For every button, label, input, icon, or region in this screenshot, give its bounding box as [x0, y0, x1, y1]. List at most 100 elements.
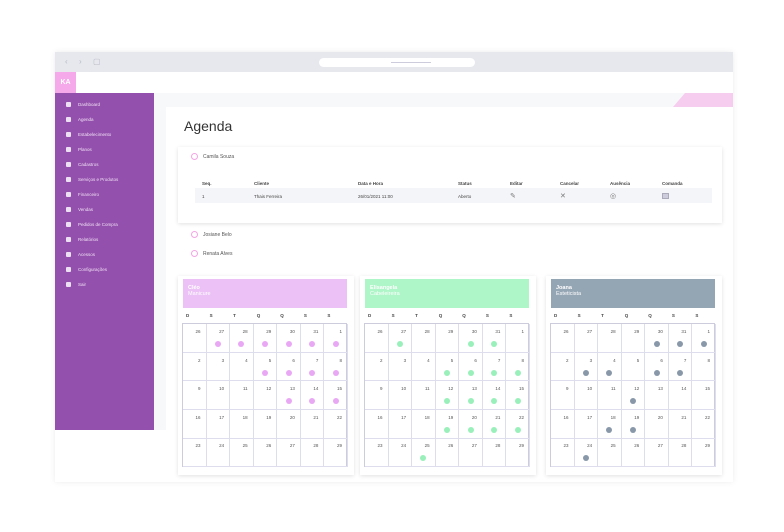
- calendar-day[interactable]: 1: [692, 324, 716, 353]
- calendar-day[interactable]: 5: [253, 352, 278, 382]
- calendar-day[interactable]: 9: [551, 381, 575, 410]
- calendar-day[interactable]: 3: [574, 352, 599, 382]
- calendar-day[interactable]: 12: [253, 381, 278, 410]
- calendar-day[interactable]: 22: [692, 409, 716, 439]
- calendar-day[interactable]: 13: [277, 381, 301, 410]
- calendar-day[interactable]: 4: [412, 352, 436, 382]
- calendar-day[interactable]: 26: [365, 324, 389, 353]
- calendar-day[interactable]: 24: [206, 438, 231, 468]
- eye-icon[interactable]: ◎: [610, 193, 617, 200]
- calendar-day[interactable]: 25: [412, 438, 436, 468]
- calendar-day[interactable]: 21: [300, 409, 325, 439]
- calendar-day[interactable]: 14: [482, 381, 507, 410]
- calendar-day[interactable]: 29: [324, 438, 348, 468]
- sidebar-item-planos[interactable]: Planos: [66, 144, 92, 154]
- calendar-day[interactable]: 12: [621, 381, 646, 410]
- receipt-icon[interactable]: [662, 193, 669, 199]
- calendar-day[interactable]: 25: [598, 438, 622, 468]
- calendar-day[interactable]: 20: [459, 409, 483, 439]
- calendar-day[interactable]: 14: [300, 381, 325, 410]
- calendar-day[interactable]: 9: [365, 381, 389, 410]
- calendar-day[interactable]: 29: [435, 324, 460, 353]
- calendar-day[interactable]: 24: [388, 438, 413, 468]
- sidebar-item-agenda[interactable]: Agenda: [66, 114, 94, 124]
- calendar-day[interactable]: 29: [692, 438, 716, 468]
- calendar-day[interactable]: 16: [551, 409, 575, 439]
- calendar-day[interactable]: 24: [574, 438, 599, 468]
- calendar-day[interactable]: 8: [506, 352, 530, 382]
- calendar-day[interactable]: 7: [300, 352, 325, 382]
- calendar-day[interactable]: 16: [365, 409, 389, 439]
- calendar-day[interactable]: 26: [435, 438, 460, 468]
- calendar-day[interactable]: 29: [506, 438, 530, 468]
- professional-josiane[interactable]: Josiane Belo: [191, 231, 232, 238]
- calendar-day[interactable]: 26: [253, 438, 278, 468]
- sidebar-item-cadastros[interactable]: Cadastros: [66, 159, 99, 169]
- calendar-day[interactable]: 27: [388, 324, 413, 353]
- calendar-day[interactable]: 17: [388, 409, 413, 439]
- calendar-day[interactable]: 23: [365, 438, 389, 468]
- sidebar-item-acessos[interactable]: Acessos: [66, 249, 95, 259]
- calendar-day[interactable]: 7: [482, 352, 507, 382]
- calendar-day[interactable]: 3: [206, 352, 231, 382]
- calendar-day[interactable]: 18: [598, 409, 622, 439]
- calendar-day[interactable]: 18: [412, 409, 436, 439]
- calendar-day[interactable]: 28: [412, 324, 436, 353]
- calendar-day[interactable]: 17: [574, 409, 599, 439]
- back-icon[interactable]: ‹: [65, 57, 68, 66]
- calendar-day[interactable]: 27: [459, 438, 483, 468]
- calendar-day[interactable]: 4: [230, 352, 254, 382]
- sidebar-item-dashboard[interactable]: Dashboard: [66, 99, 100, 109]
- calendar-day[interactable]: 22: [324, 409, 348, 439]
- professional-renata[interactable]: Renata Alves: [191, 250, 232, 257]
- calendar-day[interactable]: 3: [388, 352, 413, 382]
- sidebar-item-sair[interactable]: Sair: [66, 279, 86, 289]
- calendar-day[interactable]: 19: [253, 409, 278, 439]
- calendar-day[interactable]: 21: [668, 409, 693, 439]
- calendar-day[interactable]: 29: [621, 324, 646, 353]
- calendar-day[interactable]: 27: [574, 324, 599, 353]
- calendar-day[interactable]: 18: [230, 409, 254, 439]
- calendar-day[interactable]: 28: [598, 324, 622, 353]
- calendar-day[interactable]: 4: [598, 352, 622, 382]
- calendar-day[interactable]: 2: [551, 352, 575, 382]
- calendar-day[interactable]: 27: [206, 324, 231, 353]
- calendar-day[interactable]: 15: [324, 381, 348, 410]
- calendar-day[interactable]: 28: [482, 438, 507, 468]
- calendar-day[interactable]: 23: [183, 438, 207, 468]
- calendar-day[interactable]: 10: [206, 381, 231, 410]
- calendar-day[interactable]: 11: [412, 381, 436, 410]
- sidebar-item-pedidos-de-compra[interactable]: Pedidos de Compra: [66, 219, 118, 229]
- calendar-day[interactable]: 10: [574, 381, 599, 410]
- calendar-day[interactable]: 27: [277, 438, 301, 468]
- calendar-day[interactable]: 28: [668, 438, 693, 468]
- calendar-day[interactable]: 22: [506, 409, 530, 439]
- calendar-day[interactable]: 29: [253, 324, 278, 353]
- calendar-day[interactable]: 26: [183, 324, 207, 353]
- calendar-day[interactable]: 20: [277, 409, 301, 439]
- calendar-day[interactable]: 10: [388, 381, 413, 410]
- calendar-day[interactable]: 26: [621, 438, 646, 468]
- calendar-day[interactable]: 8: [692, 352, 716, 382]
- cancel-icon[interactable]: ✕: [560, 193, 566, 200]
- calendar-day[interactable]: 20: [645, 409, 669, 439]
- professional-camila[interactable]: Camila Souza: [191, 153, 234, 160]
- calendar-day[interactable]: 26: [551, 324, 575, 353]
- calendar-day[interactable]: 25: [230, 438, 254, 468]
- sidebar-item-configura-es[interactable]: Configurações: [66, 264, 107, 274]
- calendar-day[interactable]: 1: [506, 324, 530, 353]
- calendar-day[interactable]: 17: [206, 409, 231, 439]
- tabs-icon[interactable]: ▢: [93, 57, 101, 66]
- calendar-day[interactable]: 21: [482, 409, 507, 439]
- calendar-day[interactable]: 6: [277, 352, 301, 382]
- calendar-day[interactable]: 28: [230, 324, 254, 353]
- sidebar-item-servi-os-e-produtos[interactable]: Serviços e Produtos: [66, 174, 118, 184]
- forward-icon[interactable]: ›: [79, 57, 82, 66]
- calendar-day[interactable]: 23: [551, 438, 575, 468]
- calendar-day[interactable]: 19: [435, 409, 460, 439]
- calendar-day[interactable]: 28: [300, 438, 325, 468]
- calendar-day[interactable]: 15: [692, 381, 716, 410]
- calendar-day[interactable]: 16: [183, 409, 207, 439]
- calendar-day[interactable]: 2: [365, 352, 389, 382]
- calendar-day[interactable]: 1: [324, 324, 348, 353]
